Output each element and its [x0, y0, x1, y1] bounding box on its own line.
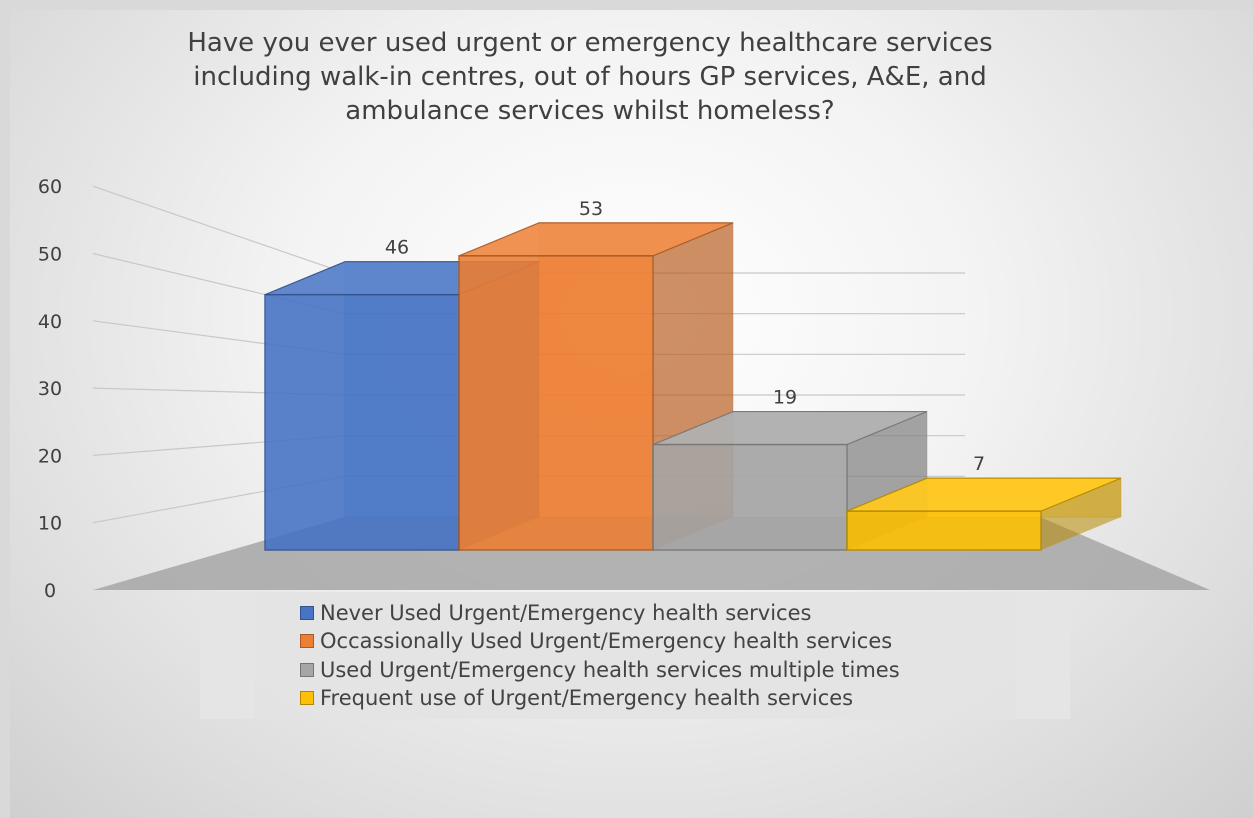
bar: [846, 510, 1042, 551]
y-tick-label: 0: [44, 580, 56, 602]
legend-item: Never Used Urgent/Emergency health servi…: [300, 601, 811, 625]
bar: [458, 255, 654, 551]
y-tick-label: 20: [38, 445, 62, 467]
y-tick-label: 10: [38, 513, 62, 535]
y-tick-label: 30: [38, 378, 62, 400]
legend-label: Used Urgent/Emergency health services mu…: [320, 657, 900, 682]
legend-label: Never Used Urgent/Emergency health servi…: [320, 600, 812, 625]
data-label: 46: [385, 237, 409, 259]
y-tick-label: 60: [38, 176, 62, 198]
chart-title: Have you ever used urgent or emergency h…: [187, 28, 993, 126]
legend-swatch: [300, 634, 314, 649]
y-tick-label: 40: [38, 311, 62, 333]
legend-item: Occassionally Used Urgent/Emergency heal…: [300, 629, 892, 653]
data-label: 53: [579, 198, 603, 220]
legend-swatch: [300, 662, 314, 677]
y-tick-label: 50: [38, 244, 62, 266]
chart-legend: Never Used Urgent/Emergency health servi…: [200, 592, 1070, 719]
data-label: 19: [773, 387, 797, 409]
legend-item: Frequent use of Urgent/Emergency health …: [300, 686, 853, 710]
bar: [652, 443, 848, 551]
legend-item: Used Urgent/Emergency health services mu…: [300, 658, 900, 682]
data-label: 7: [973, 453, 985, 475]
legend-swatch: [300, 605, 314, 620]
legend-swatch: [300, 691, 314, 706]
bar: [264, 293, 460, 551]
bar-side: [1041, 478, 1121, 550]
legend-label: Frequent use of Urgent/Emergency health …: [320, 686, 854, 711]
legend-label: Occassionally Used Urgent/Emergency heal…: [320, 629, 893, 654]
